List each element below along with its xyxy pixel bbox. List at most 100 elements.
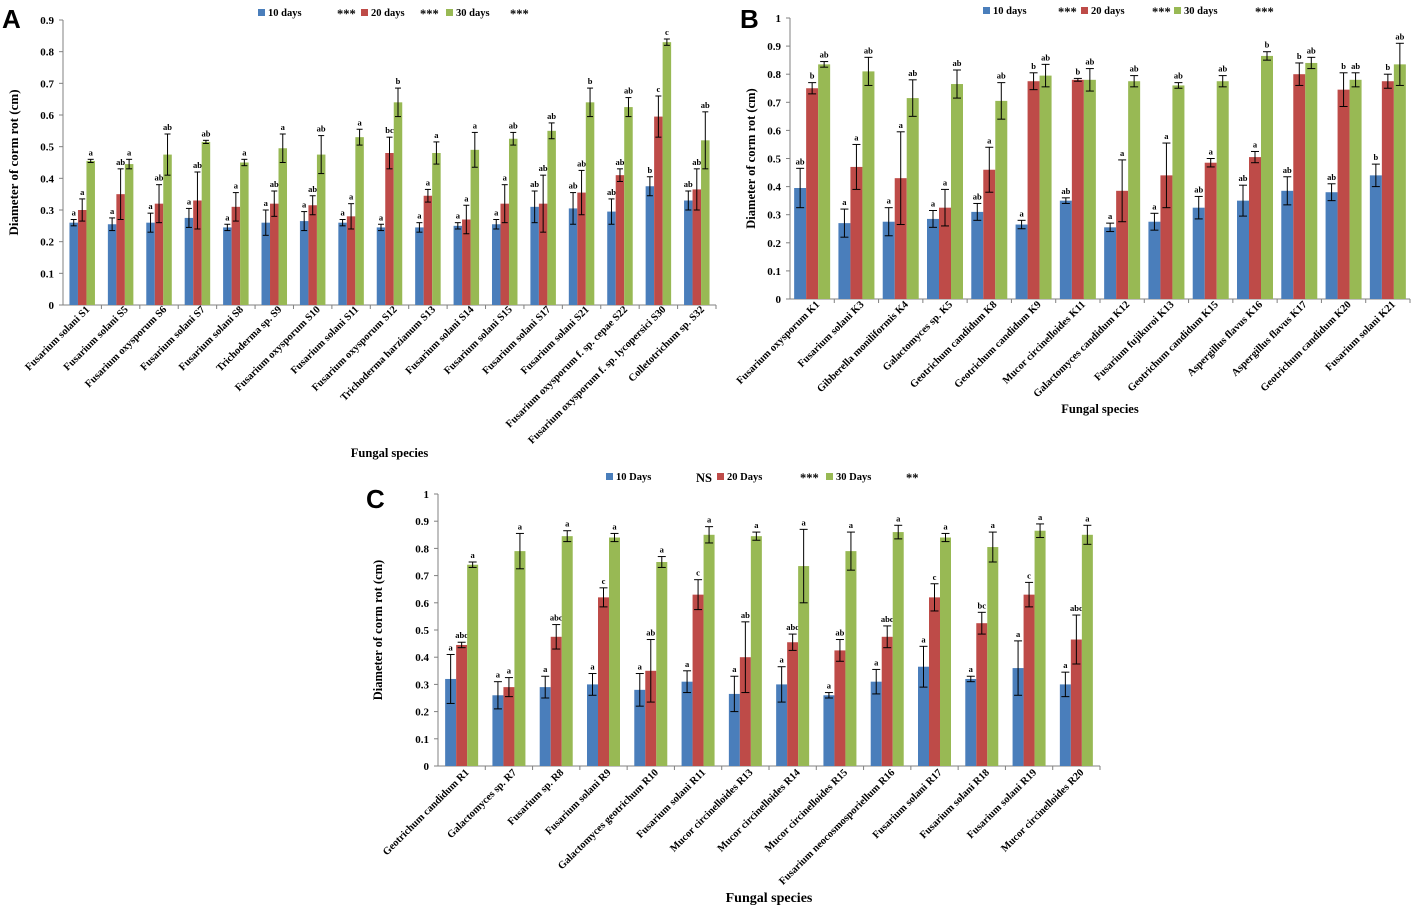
p1-bar-20-days <box>1337 89 1350 299</box>
p0-legend-significance: *** <box>337 7 356 21</box>
p1-significance-letter: ab <box>864 45 873 55</box>
p0-significance-letter: c <box>665 27 669 37</box>
p2-significance-letter: a <box>685 659 690 669</box>
p2-significance-letter: ab <box>646 628 655 638</box>
p0-significance-letter: a <box>148 201 153 211</box>
p0-significance-letter: a <box>494 208 499 218</box>
p0-legend-significance: *** <box>420 7 439 21</box>
p0-bar-20-days <box>77 210 87 305</box>
p1-bar-30-days <box>906 98 919 300</box>
p1-bar-20-days <box>894 178 907 299</box>
p2-significance-letter: a <box>507 666 512 676</box>
p2-legend-swatch <box>606 473 613 480</box>
p2-bar-30-days <box>987 547 999 766</box>
p1-bar-10-days <box>1148 221 1161 299</box>
p1-y-tick-label: 0.1 <box>767 266 781 278</box>
p0-bar-30-days <box>86 160 95 305</box>
p1-legend-swatch <box>1174 7 1181 14</box>
p0-significance-letter: a <box>242 147 247 157</box>
p0-bar-30-days <box>316 154 326 305</box>
p2-significance-letter: a <box>612 521 617 531</box>
p1-bar-10-days <box>1192 207 1205 299</box>
p2-legend-label: 20 Days <box>727 472 762 483</box>
p1-significance-letter: ab <box>1351 61 1360 71</box>
p0-significance-letter: a <box>127 147 132 157</box>
p2-significance-letter: a <box>921 634 926 644</box>
p0-y-tick-label: 0.8 <box>40 47 54 59</box>
p1-bar-10-days <box>1237 200 1249 299</box>
p0-y-tick-label: 0.3 <box>40 205 54 217</box>
p1-y-tick-label: 0.6 <box>767 125 781 137</box>
p2-significance-letter: a <box>849 520 854 530</box>
p2-bar-20-days <box>976 623 988 766</box>
p2-bar-30-days <box>514 551 526 766</box>
p1-bar-10-days <box>882 221 895 299</box>
p0-significance-letter: ab <box>701 100 710 110</box>
p1-bar-30-days <box>1039 75 1052 299</box>
p1-bar-30-days <box>1305 62 1318 300</box>
p1-bar-30-days <box>1261 55 1273 300</box>
p0-y-tick-label: 0.9 <box>40 15 54 27</box>
p1-bar-30-days <box>1216 81 1229 299</box>
p0-bar-20-days <box>462 219 471 305</box>
p2-significance-letter: a <box>1038 512 1043 522</box>
p2-significance-letter: a <box>471 550 476 560</box>
p2-bar-20-days <box>645 670 657 766</box>
p1-bar-20-days <box>806 88 819 299</box>
p0-significance-letter: a <box>426 177 431 187</box>
p0-legend-swatch <box>361 9 368 16</box>
p1-significance-letter: ab <box>1218 64 1227 74</box>
p1-bar-20-days <box>939 207 951 299</box>
p0-bar-20-days <box>654 116 663 305</box>
p0-bar-20-days <box>615 175 625 305</box>
p1-significance-letter: ab <box>973 191 982 201</box>
p0-bar-30-days <box>163 154 172 305</box>
p0-bar-30-days <box>278 148 288 305</box>
p2-significance-letter: a <box>754 520 759 530</box>
p2-significance-letter: a <box>874 657 879 667</box>
p2-significance-letter: a <box>496 670 501 680</box>
p0-y-tick-label: 0.5 <box>40 142 54 154</box>
p1-significance-letter: b <box>1373 152 1378 162</box>
p1-bar-30-days <box>1393 64 1406 300</box>
panel-letter-a: A <box>2 4 21 34</box>
p0-y-tick-label: 0.2 <box>40 237 54 249</box>
p1-bar-10-days <box>1369 175 1382 299</box>
p0-bar-30-days <box>585 102 595 305</box>
p0-significance-letter: a <box>464 193 469 203</box>
p1-x-axis-label: Fungal species <box>1061 402 1139 416</box>
p2-significance-letter: a <box>827 681 832 691</box>
p0-bar-30-days <box>240 162 249 305</box>
p1-significance-letter: ab <box>1174 71 1183 81</box>
p2-significance-letter: bc <box>978 600 987 610</box>
p1-significance-letter: b <box>1341 61 1346 71</box>
p1-bar-20-days <box>1249 157 1261 299</box>
p0-significance-letter: ab <box>193 160 202 170</box>
p1-legend-significance: *** <box>1255 5 1274 19</box>
p1-bar-10-days <box>1015 224 1028 299</box>
p2-bar-10-days <box>823 695 835 766</box>
p0-significance-letter: a <box>503 173 508 183</box>
p0-bar-10-days <box>415 227 424 305</box>
p2-y-tick-label: 0.2 <box>415 707 429 719</box>
p0-bar-20-days <box>385 153 394 305</box>
p2-legend-significance: NS <box>696 471 712 485</box>
p2-significance-letter: a <box>732 664 737 674</box>
p0-bar-20-days <box>346 216 356 305</box>
p1-bar-10-days <box>838 223 851 299</box>
p1-bar-20-days <box>1381 81 1394 299</box>
p2-significance-letter: a <box>969 664 974 674</box>
p1-y-tick-label: 0.5 <box>767 154 781 166</box>
p2-bar-10-days <box>728 693 740 766</box>
p2-bar-30-days <box>609 537 620 766</box>
p0-bar-10-days <box>645 186 655 305</box>
p0-significance-letter: ab <box>163 122 172 132</box>
p1-bar-10-days <box>794 188 807 299</box>
p1-bar-10-days <box>1325 192 1338 299</box>
p0-legend-label: 10 days <box>268 8 302 19</box>
p0-significance-letter: ab <box>155 173 164 183</box>
p2-bar-20-days <box>503 687 515 766</box>
p0-significance-letter: a <box>234 181 239 191</box>
p0-bar-10-days <box>223 227 232 305</box>
p0-significance-letter: a <box>80 187 85 197</box>
